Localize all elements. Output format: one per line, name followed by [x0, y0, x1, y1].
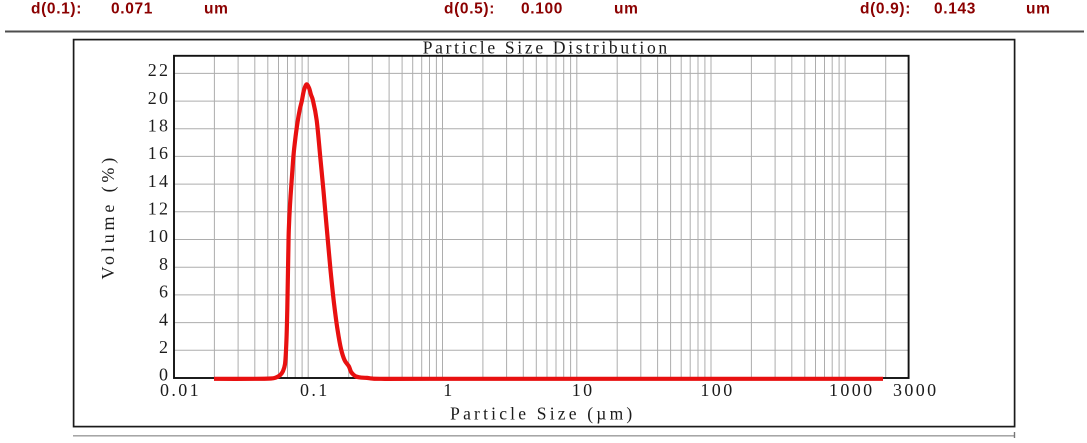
svg-text:10: 10 — [572, 380, 595, 400]
svg-text:Particle Size Distribution: Particle Size Distribution — [423, 38, 670, 58]
svg-text:22: 22 — [148, 60, 170, 80]
svg-text:12: 12 — [148, 199, 170, 219]
svg-text:d(0.1):: d(0.1): — [31, 1, 82, 18]
svg-text:18: 18 — [148, 116, 170, 136]
svg-text:4: 4 — [159, 309, 170, 329]
svg-text:100: 100 — [700, 380, 734, 400]
svg-text:1000: 1000 — [829, 380, 875, 400]
svg-text:Volume (%): Volume (%) — [98, 154, 119, 280]
svg-text:2: 2 — [159, 337, 170, 357]
svg-text:10: 10 — [148, 226, 170, 246]
svg-text:8: 8 — [159, 254, 170, 274]
svg-text:16: 16 — [148, 143, 170, 163]
svg-text:1: 1 — [443, 380, 454, 400]
svg-text:20: 20 — [148, 88, 170, 108]
svg-text:0.071: 0.071 — [111, 1, 153, 18]
svg-text:um: um — [614, 1, 639, 18]
svg-text:d(0.9):: d(0.9): — [860, 1, 911, 18]
svg-text:Particle Size (µm): Particle Size (µm) — [450, 404, 635, 424]
svg-text:0.1: 0.1 — [300, 380, 330, 400]
svg-text:14: 14 — [148, 171, 170, 191]
svg-text:um: um — [204, 1, 229, 18]
svg-text:0: 0 — [159, 365, 170, 385]
svg-text:um: um — [1026, 1, 1051, 18]
svg-text:6: 6 — [159, 282, 170, 302]
svg-text:d(0.5):: d(0.5): — [444, 1, 495, 18]
svg-text:0.143: 0.143 — [934, 1, 976, 18]
svg-text:3000: 3000 — [893, 380, 939, 400]
svg-text:0.01: 0.01 — [160, 380, 201, 400]
svg-text:0.100: 0.100 — [521, 1, 563, 18]
